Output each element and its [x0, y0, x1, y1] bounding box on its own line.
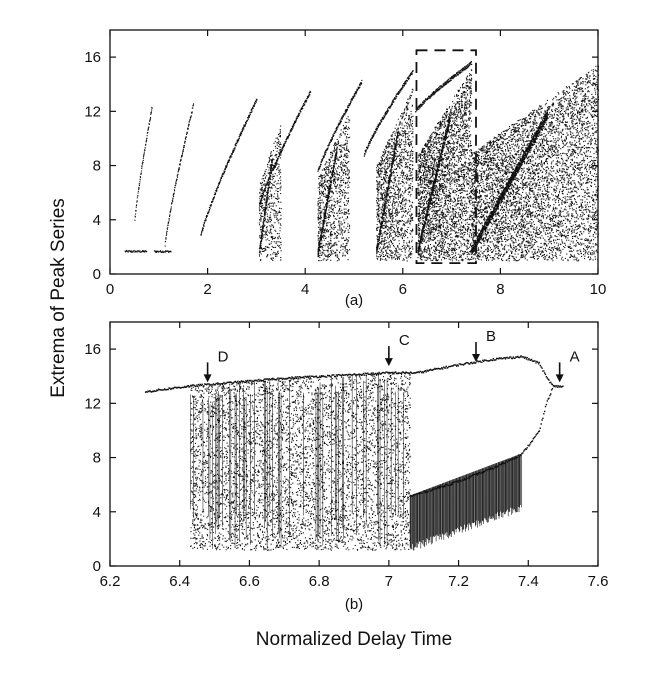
panel-a-x-tick-label: 2	[203, 281, 211, 298]
panel-b-x-tick-label: 7	[385, 573, 393, 590]
panel-a-frame	[109, 29, 599, 275]
annotation-a: A	[570, 348, 580, 365]
panel-b-x-tick-label: 6.2	[100, 573, 121, 590]
panel-b-x-tick-label: 6.6	[239, 573, 260, 590]
panel-a-x-tick-label: 4	[301, 281, 309, 298]
arrowhead-b	[472, 354, 480, 363]
panel-a-y-tick-label: 0	[93, 266, 101, 283]
y-axis-title: Extrema of Peak Series	[48, 198, 69, 398]
panel-a-x-tick-label: 10	[590, 281, 607, 298]
panel-a-y-tick-label: 16	[84, 49, 101, 66]
panel-a-y-tick-label: 8	[93, 158, 101, 175]
panel-b-points	[144, 355, 564, 551]
panel-a-x-tick-label: 8	[496, 281, 504, 298]
annotation-c: C	[399, 332, 410, 349]
panel-a-label: (a)	[345, 292, 363, 309]
x-axis-title: Normalized Delay Time	[256, 629, 452, 650]
panel-b: 6.2 6.4 6.6 6.8 7 7.2 7.4 7.6 0 4 8 12 16 D C B A (b)	[84, 321, 608, 613]
panel-b-y-tick-label: 8	[93, 450, 101, 467]
panel-b-y-tick-label: 12	[84, 395, 101, 412]
panel-b-ticks: 6.2 6.4 6.6 6.8 7 7.2 7.4 7.6 0 4 8 12 16	[84, 322, 608, 590]
arrowhead-c	[384, 358, 393, 367]
panel-b-x-tick-label: 6.4	[169, 573, 190, 590]
panel-a-y-tick-label: 4	[93, 212, 101, 229]
panel-b-y-tick-label: 16	[84, 341, 101, 358]
panel-a-highlight-box	[415, 49, 477, 265]
panel-b-y-tick-label: 4	[93, 504, 101, 521]
panel-a-x-tick-label: 6	[399, 281, 407, 298]
panel-a-scatter-points	[124, 61, 600, 262]
annotation-b: B	[486, 328, 496, 345]
arrowhead-a	[555, 374, 564, 383]
panel-b-frame	[109, 321, 599, 567]
panel-b-y-tick-label: 0	[93, 558, 101, 575]
panel-a-ticks: 0 2 4 6 8 10 0 4 8 12 16	[84, 30, 606, 298]
panel-b-x-tick-label: 6.8	[309, 573, 330, 590]
panel-b-x-tick-label: 7.4	[518, 573, 539, 590]
panel-a-points	[124, 61, 600, 262]
panel-a-y-tick-label: 12	[84, 103, 101, 120]
panel-b-x-tick-label: 7.6	[588, 573, 609, 590]
panel-a-x-tick-label: 0	[106, 281, 114, 298]
arrowhead-d	[203, 374, 212, 383]
panel-a: 0 2 4 6 8 10 0 4 8 12 16 (a)	[84, 29, 606, 309]
panel-b-label: (b)	[345, 596, 363, 613]
panel-b-x-tick-label: 7.2	[448, 573, 469, 590]
panel-b-annotations: D C B A	[203, 328, 580, 383]
annotation-d: D	[218, 348, 229, 365]
panel-b-scatter-points	[144, 355, 564, 551]
